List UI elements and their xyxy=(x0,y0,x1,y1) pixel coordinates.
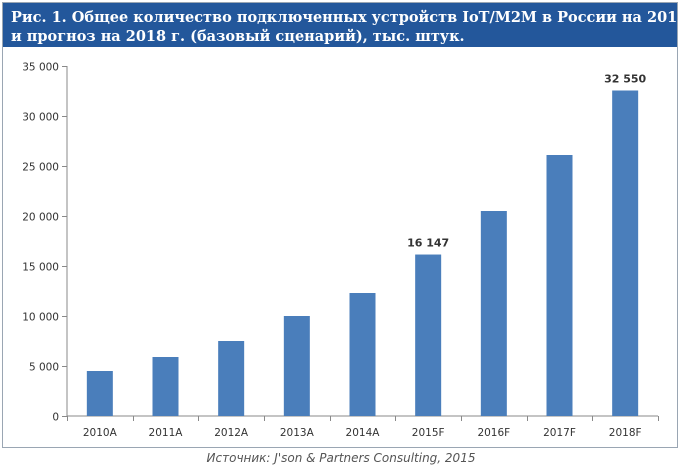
source-caption: Источник: J'son & Partners Consulting, 2… xyxy=(206,451,476,465)
x-tick-label: 2014A xyxy=(346,427,381,439)
figure-title-line-2: и прогноз на 2018 г. (базовый сценарий),… xyxy=(11,28,465,45)
y-tick-label: 0 xyxy=(52,412,59,424)
x-tick-label: 2010A xyxy=(83,427,118,439)
y-tick-label: 35 000 xyxy=(22,62,59,74)
bar xyxy=(86,371,113,416)
x-tick-label: 2015F xyxy=(412,427,445,439)
y-tick-label: 30 000 xyxy=(22,112,59,124)
bar xyxy=(612,90,639,416)
data-label: 32 550 xyxy=(604,73,646,86)
x-tick-label: 2017F xyxy=(543,427,576,439)
x-tick-label: 2012A xyxy=(214,427,249,439)
y-tick-label: 10 000 xyxy=(22,312,59,324)
bar xyxy=(349,293,376,416)
figure-title-bar: Рис. 1. Общее количество подключенных ус… xyxy=(3,3,682,47)
bar xyxy=(283,316,310,416)
x-tick-label: 2013A xyxy=(280,427,315,439)
y-tick-label: 15 000 xyxy=(22,262,59,274)
bar xyxy=(546,155,573,416)
bar xyxy=(218,341,245,416)
x-tick-label: 2016F xyxy=(477,427,510,439)
x-tick-label: 2018F xyxy=(609,427,642,439)
figure-title-line-1: Рис. 1. Общее количество подключенных ус… xyxy=(11,9,682,26)
y-tick-label: 20 000 xyxy=(22,212,59,224)
bar xyxy=(152,357,179,416)
y-tick-label: 5 000 xyxy=(29,362,59,374)
data-label: 16 147 xyxy=(407,237,449,250)
bar xyxy=(415,254,442,416)
x-tick-label: 2011A xyxy=(149,427,184,439)
bar xyxy=(480,211,507,416)
y-tick-label: 25 000 xyxy=(22,162,59,174)
